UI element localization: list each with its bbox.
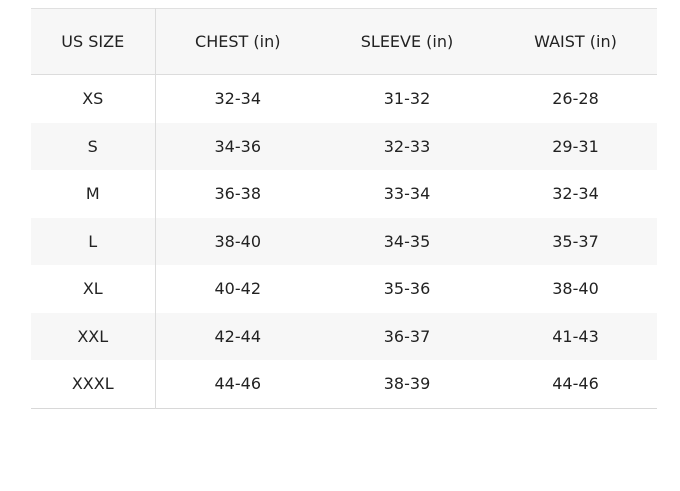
cell-size: XXXL (31, 360, 156, 408)
table-row: XS 32-34 31-32 26-28 (31, 74, 657, 123)
cell-waist: 26-28 (552, 89, 599, 109)
cell-size: XL (31, 265, 156, 313)
cell-size: XS (31, 74, 156, 123)
table-row: XXXL 44-46 38-39 44-46 (31, 360, 657, 408)
cell-waist: 35-37 (494, 217, 657, 265)
table-row: XL 40-42 35-36 38-40 (31, 265, 657, 313)
table-row: M 36-38 33-34 32-34 (31, 170, 657, 218)
header-chest: CHEST (in) (155, 8, 320, 75)
cell-waist: 41-43 (494, 312, 657, 360)
header-sleeve: SLEEVE (in) (320, 8, 494, 75)
table-row: XXL 42-44 36-37 41-43 (31, 312, 657, 360)
header-waist: WAIST (in) (494, 8, 657, 75)
cell-chest: 38-40 (155, 217, 320, 265)
cell-sleeve: 32-33 (320, 122, 494, 170)
cell-size: S (31, 122, 156, 170)
cell-sleeve: 35-36 (383, 279, 431, 299)
cell-waist: 38-40 (552, 279, 599, 299)
cell-sleeve: 36-37 (320, 312, 494, 360)
table-row: L 38-40 34-35 35-37 (31, 217, 657, 265)
cell-waist: 44-46 (552, 374, 599, 394)
cell-size: XXL (31, 312, 156, 360)
size-chart-table: US SIZE CHEST (in) SLEEVE (in) WAIST (in… (31, 8, 657, 409)
cell-sleeve: 33-34 (383, 184, 431, 204)
header-row: US SIZE CHEST (in) SLEEVE (in) WAIST (in… (31, 8, 657, 75)
header-us-size: US SIZE (31, 8, 156, 75)
cell-sleeve: 31-32 (383, 89, 431, 109)
table-row: S 34-36 32-33 29-31 (31, 122, 657, 170)
cell-chest: 34-36 (155, 122, 320, 170)
cell-waist: 32-34 (552, 184, 599, 204)
cell-chest: 32-34 (214, 89, 262, 109)
cell-sleeve: 38-39 (383, 374, 431, 394)
cell-waist: 29-31 (494, 122, 657, 170)
cell-sleeve: 34-35 (320, 217, 494, 265)
cell-chest: 36-38 (214, 184, 262, 204)
cell-chest: 42-44 (155, 312, 320, 360)
cell-size: M (31, 170, 156, 218)
cell-size: L (31, 217, 156, 265)
cell-chest: 40-42 (214, 279, 262, 299)
cell-chest: 44-46 (214, 374, 262, 394)
